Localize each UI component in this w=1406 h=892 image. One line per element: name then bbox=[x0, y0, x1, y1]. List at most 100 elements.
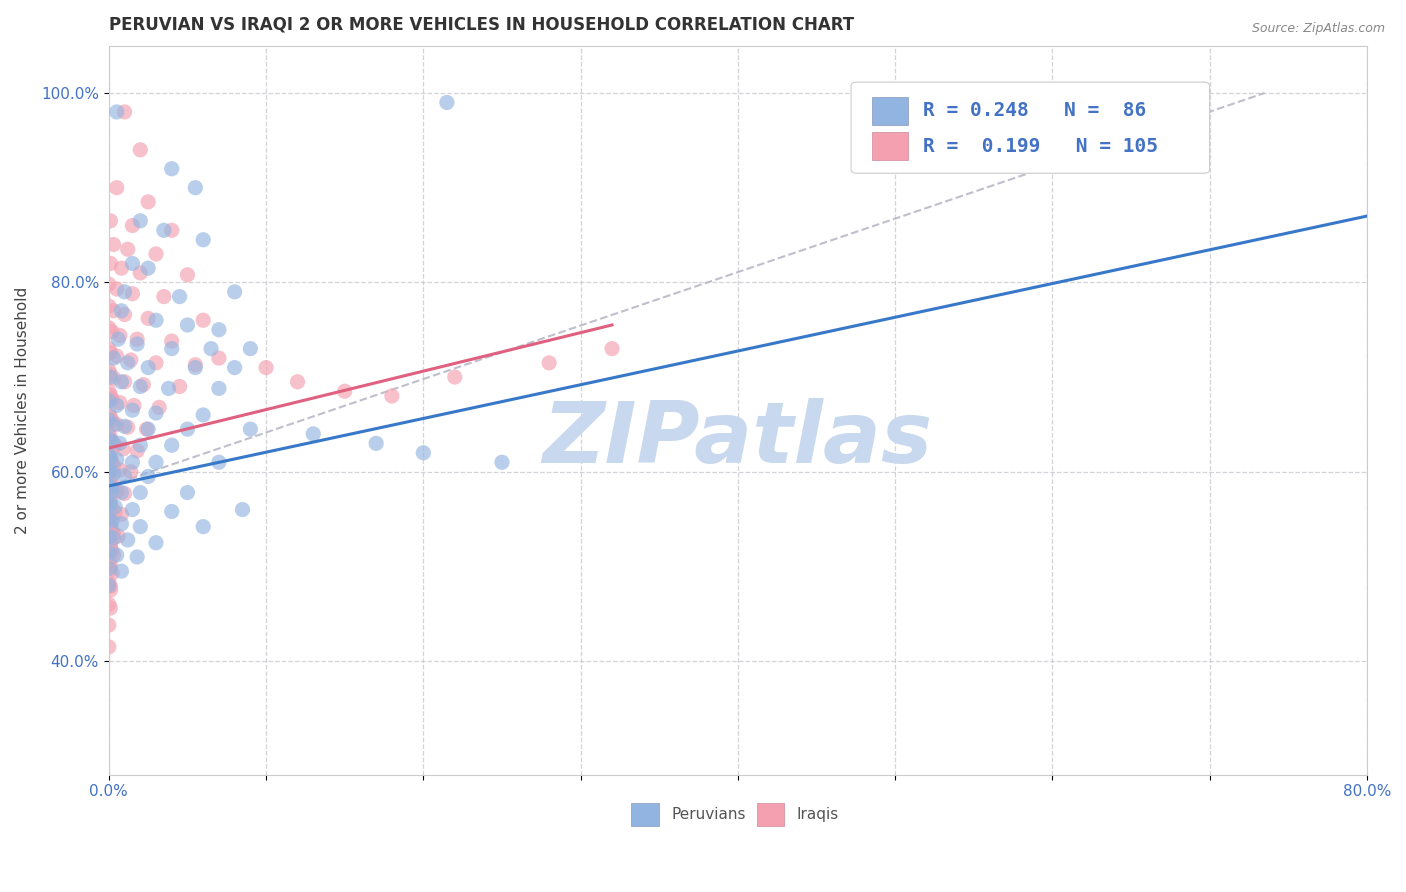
Point bbox=[108, 395, 131, 409]
Point bbox=[121, 502, 143, 516]
Point bbox=[103, 548, 125, 562]
Point bbox=[302, 426, 325, 441]
Point bbox=[100, 368, 122, 382]
Point bbox=[97, 448, 120, 462]
Point bbox=[491, 455, 513, 469]
Point bbox=[104, 438, 127, 452]
Point bbox=[103, 417, 125, 432]
Point bbox=[117, 533, 139, 547]
Point bbox=[366, 436, 388, 450]
Point bbox=[157, 381, 180, 395]
Point bbox=[136, 360, 159, 375]
Point bbox=[97, 561, 120, 575]
Point bbox=[176, 422, 198, 436]
Point bbox=[193, 408, 215, 422]
Point bbox=[103, 481, 125, 495]
Point bbox=[176, 318, 198, 332]
Point bbox=[101, 483, 124, 498]
Point bbox=[97, 491, 120, 505]
Point bbox=[101, 414, 124, 428]
Point bbox=[100, 345, 122, 359]
Point bbox=[110, 508, 132, 522]
Y-axis label: 2 or more Vehicles in Household: 2 or more Vehicles in Household bbox=[15, 286, 30, 533]
Point bbox=[129, 519, 152, 533]
Point bbox=[145, 406, 167, 420]
Point bbox=[239, 342, 262, 356]
Point bbox=[103, 527, 125, 541]
Point bbox=[443, 370, 465, 384]
Point bbox=[121, 403, 143, 417]
Point bbox=[100, 494, 122, 508]
Point bbox=[110, 303, 132, 318]
Point bbox=[160, 504, 183, 518]
Point bbox=[333, 384, 356, 399]
Point bbox=[100, 451, 122, 466]
Point bbox=[208, 323, 231, 337]
Point bbox=[208, 351, 231, 365]
Point bbox=[97, 432, 120, 446]
Point bbox=[129, 379, 152, 393]
Point bbox=[103, 237, 125, 252]
Point bbox=[135, 422, 157, 436]
Point bbox=[193, 313, 215, 327]
Point bbox=[97, 393, 120, 408]
Point bbox=[121, 219, 143, 233]
Point bbox=[153, 223, 176, 237]
Point bbox=[136, 194, 159, 209]
Point bbox=[114, 419, 136, 434]
Point bbox=[97, 426, 120, 441]
Point bbox=[110, 516, 132, 531]
Point bbox=[101, 434, 124, 449]
Point bbox=[239, 422, 262, 436]
Point bbox=[105, 104, 128, 119]
Point bbox=[224, 360, 246, 375]
Point bbox=[193, 233, 215, 247]
Point bbox=[97, 384, 120, 399]
Text: Iraqis: Iraqis bbox=[797, 807, 839, 822]
Point bbox=[145, 313, 167, 327]
Point bbox=[160, 342, 183, 356]
Point bbox=[136, 469, 159, 483]
Point bbox=[105, 417, 128, 432]
Point bbox=[101, 514, 124, 528]
Point bbox=[117, 242, 139, 256]
Point bbox=[97, 575, 120, 590]
Point bbox=[153, 289, 176, 303]
Text: PERUVIAN VS IRAQI 2 OR MORE VEHICLES IN HOUSEHOLD CORRELATION CHART: PERUVIAN VS IRAQI 2 OR MORE VEHICLES IN … bbox=[108, 15, 853, 33]
Point bbox=[114, 285, 136, 299]
Point bbox=[127, 332, 149, 346]
Point bbox=[97, 406, 120, 420]
Point bbox=[103, 531, 125, 545]
Point bbox=[104, 505, 127, 519]
Point bbox=[103, 458, 125, 473]
Point bbox=[105, 484, 128, 499]
Point bbox=[114, 104, 136, 119]
Point bbox=[381, 389, 404, 403]
Point bbox=[100, 583, 122, 598]
Point bbox=[169, 289, 191, 303]
Point bbox=[100, 498, 122, 512]
Text: R =  0.199   N = 105: R = 0.199 N = 105 bbox=[922, 136, 1157, 155]
Point bbox=[105, 452, 128, 467]
Point bbox=[100, 498, 122, 512]
Point bbox=[97, 618, 120, 632]
Point bbox=[97, 469, 120, 483]
Point bbox=[100, 473, 122, 487]
Point bbox=[136, 311, 159, 326]
Point bbox=[129, 266, 152, 280]
Point bbox=[136, 261, 159, 276]
Point bbox=[101, 434, 124, 449]
Point bbox=[193, 519, 215, 533]
Point bbox=[101, 501, 124, 516]
Point bbox=[105, 399, 128, 413]
Point bbox=[110, 375, 132, 389]
Point bbox=[160, 223, 183, 237]
Point bbox=[129, 214, 152, 228]
Point bbox=[117, 420, 139, 434]
Point bbox=[132, 377, 155, 392]
Point bbox=[105, 180, 128, 194]
Point bbox=[105, 548, 128, 562]
Point bbox=[97, 512, 120, 526]
Point bbox=[97, 597, 120, 611]
Bar bbox=[873, 132, 908, 160]
